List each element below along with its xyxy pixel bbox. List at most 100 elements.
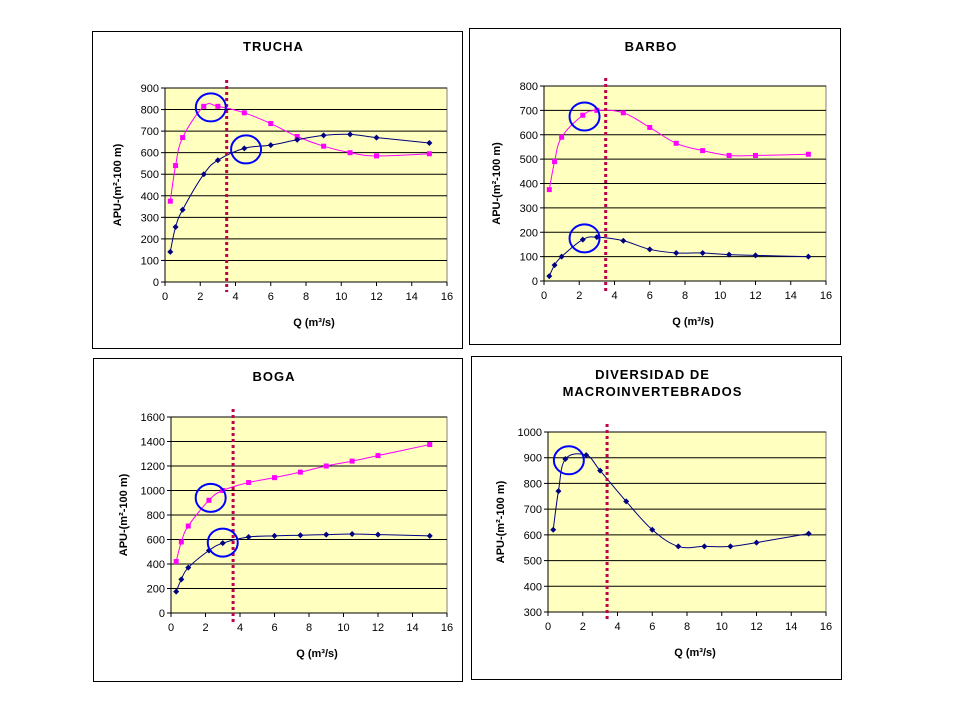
highlight-circle: [194, 482, 227, 513]
y-tick-label: 200: [520, 227, 538, 239]
x-tick-label: 8: [306, 622, 312, 634]
data-point: [320, 132, 327, 139]
y-tick-label: 1000: [141, 486, 165, 498]
data-point: [347, 131, 354, 138]
chart-title: BOGA: [253, 369, 296, 384]
chart-title: BARBO: [625, 39, 678, 54]
data-point: [294, 134, 300, 139]
data-point: [649, 526, 656, 533]
data-point: [173, 559, 179, 565]
x-tick-label: 6: [268, 291, 274, 303]
data-point: [178, 576, 185, 583]
data-point: [623, 498, 630, 505]
y-tick-label: 400: [520, 179, 538, 191]
data-point: [805, 530, 812, 537]
chart-panel-macroinvertebrados: DIVERSIDAD DE MACROINVERTEBRADOS 300 400 500…: [471, 356, 842, 680]
x-tick-label: 0: [545, 621, 551, 633]
x-tick-label: 10: [716, 621, 728, 633]
data-point: [321, 143, 327, 149]
chart-panel-boga: BOGA 0 200 400 600 800 1000 1200 1400 1600 0 2 4 6 8 10…: [93, 358, 463, 682]
y-tick-label: 900: [141, 83, 159, 95]
data-point: [323, 531, 330, 538]
x-tick-label: 2: [576, 290, 582, 302]
data-point: [580, 112, 586, 118]
data-point: [268, 121, 274, 127]
x-axis-label: Q (m³/s): [296, 648, 338, 660]
y-tick-label: 400: [147, 559, 165, 571]
x-tick-label: 16: [820, 621, 832, 633]
plot-area: [547, 431, 827, 613]
data-point: [373, 134, 380, 141]
y-tick-label: 400: [524, 581, 542, 593]
data-point: [241, 145, 248, 152]
data-point: [349, 530, 356, 537]
data-point: [178, 539, 184, 545]
data-point: [727, 543, 734, 550]
y-tick-label: 0: [153, 277, 159, 289]
x-tick-label: 12: [372, 622, 384, 634]
y-tick-label: 100: [141, 255, 159, 267]
x-tick-label: 2: [197, 291, 203, 303]
x-tick-label: 6: [647, 290, 653, 302]
y-tick-label: 200: [147, 584, 165, 596]
data-point: [245, 534, 252, 541]
data-point: [558, 253, 565, 260]
data-point: [167, 248, 174, 255]
data-point: [206, 497, 212, 503]
data-point: [546, 273, 553, 280]
y-tick-label: 800: [520, 81, 538, 93]
data-point: [173, 163, 179, 169]
data-point: [805, 151, 811, 157]
data-point: [219, 540, 226, 547]
y-tick-label: 1600: [141, 412, 165, 424]
data-point: [673, 249, 680, 256]
chart-trucha: TRUCHA 0 100 200 300 400 500 600 700 800 900 0 2 4 6 8 1…: [112, 39, 453, 329]
y-tick-label: 600: [141, 148, 159, 160]
chart-barbo: BARBO 0 100 200 300 400 500 600 700 800 0 2 4 6 8 10 12 1…: [491, 39, 832, 328]
y-tick-label: 0: [532, 276, 538, 288]
x-axis-label: Q (m³/s): [674, 647, 716, 659]
x-tick-label: 14: [406, 622, 418, 634]
x-tick-label: 4: [614, 621, 620, 633]
chart-boga: BOGA 0 200 400 600 800 1000 1200 1400 1600 0 2 4 6 8 10…: [118, 369, 453, 660]
data-point: [546, 187, 552, 193]
data-point: [180, 135, 186, 141]
y-tick-label: 1400: [141, 437, 165, 449]
y-tick-label: 800: [524, 478, 542, 490]
chart-title: DIVERSIDAD DE: [595, 367, 710, 382]
x-tick-label: 10: [337, 622, 349, 634]
data-point: [752, 252, 759, 259]
y-tick-label: 300: [524, 607, 542, 619]
data-point: [699, 249, 706, 256]
x-tick-label: 6: [649, 621, 655, 633]
x-tick-label: 12: [370, 291, 382, 303]
x-tick-label: 6: [271, 622, 277, 634]
data-point: [214, 157, 221, 164]
data-point: [374, 153, 379, 159]
data-point: [552, 159, 558, 165]
y-tick-label: 800: [141, 105, 159, 117]
y-axis-label: APU-(m²-100 m): [118, 473, 130, 556]
data-point: [550, 526, 557, 533]
y-tick-label: 300: [520, 203, 538, 215]
data-point: [805, 253, 812, 260]
data-point: [559, 134, 565, 140]
data-point: [594, 107, 600, 113]
x-tick-label: 0: [541, 290, 547, 302]
x-axis-label: Q (m³/s): [293, 317, 335, 329]
data-point: [597, 467, 604, 474]
data-point: [297, 469, 303, 475]
y-tick-label: 800: [147, 510, 165, 522]
data-point: [323, 463, 329, 469]
data-point: [173, 588, 180, 595]
chart-panel-barbo: BARBO 0 100 200 300 400 500 600 700 800 0 2 4 6 8 10 12 1…: [469, 28, 841, 345]
data-point: [620, 237, 627, 244]
data-point: [726, 152, 732, 158]
chart-panel-trucha: TRUCHA 0 100 200 300 400 500 600 700 800 900 0 2 4 6 8 1…: [92, 31, 463, 349]
x-tick-label: 2: [580, 621, 586, 633]
x-tick-label: 14: [406, 291, 418, 303]
data-point: [167, 198, 173, 204]
data-point: [753, 152, 758, 158]
x-axis-label: Q (m³/s): [672, 316, 714, 328]
data-point: [179, 206, 186, 213]
